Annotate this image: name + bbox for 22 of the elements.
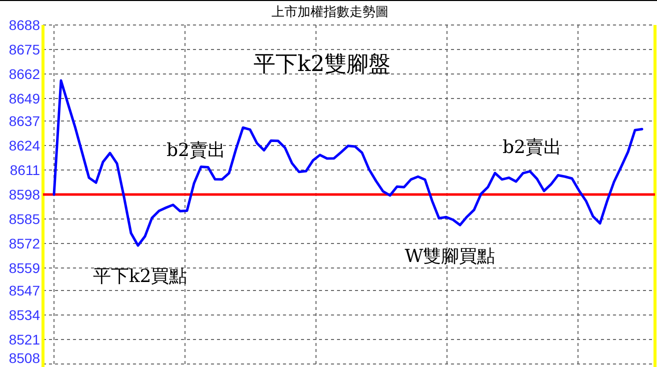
y-tick-label: 8688 <box>8 17 40 33</box>
y-tick-label: 8559 <box>8 260 40 276</box>
y-tick-label: 8585 <box>8 210 40 227</box>
y-tick-label: 8598 <box>8 186 40 202</box>
y-tick-label: 8534 <box>8 307 40 324</box>
y-tick-label: 8624 <box>8 138 40 154</box>
y-tick-label: 8675 <box>8 41 40 58</box>
annotation: 平下k2買點 <box>92 266 188 287</box>
y-tick-label: 8662 <box>8 66 40 82</box>
annotation: b2賣出 <box>166 140 226 161</box>
line-series <box>52 79 644 247</box>
y-tick-label: 8521 <box>8 332 40 348</box>
annotation: b2賣出 <box>502 137 562 158</box>
y-tick-label: 8611 <box>10 162 40 178</box>
y-tick-label: 8572 <box>8 235 40 252</box>
chart-title: 上市加權指數走勢圖 <box>272 5 388 20</box>
y-tick-label: 8637 <box>8 113 40 130</box>
annotation: W雙腳買點 <box>404 246 496 267</box>
y-tick-label: 8649 <box>8 90 40 106</box>
y-tick-label: 8547 <box>8 282 40 299</box>
annotation: 平下k2雙腳盤 <box>253 52 391 77</box>
y-tick-label: 8508 <box>8 350 40 366</box>
